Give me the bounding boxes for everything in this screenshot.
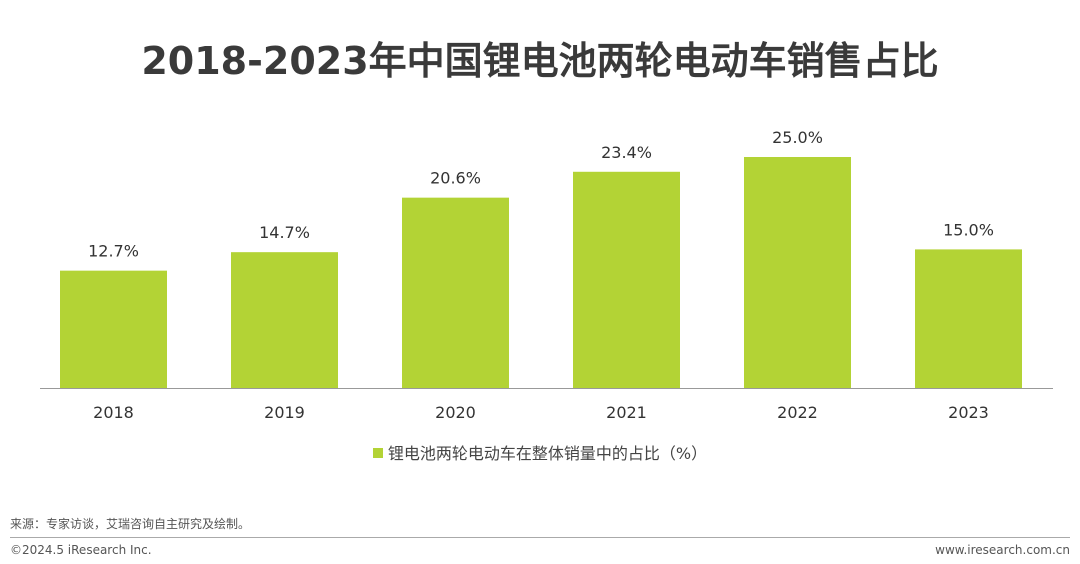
bar-2021	[573, 171, 680, 388]
bar-2022	[744, 157, 851, 388]
x-tick-2023: 2023	[948, 403, 989, 422]
x-tick-2019: 2019	[264, 403, 305, 422]
x-tick-2022: 2022	[777, 403, 818, 422]
source-note: 来源：专家访谈，艾瑞咨询自主研究及绘制。	[10, 517, 251, 531]
copyright: ©2024.5 iResearch Inc.	[10, 543, 152, 557]
data-label-2021: 23.4%	[601, 143, 652, 162]
bar-chart: 12.7% 2018 14.7% 2019 20.6% 2020 23.4% 2021 25.0…	[40, 128, 1053, 422]
legend-label: 锂电池两轮电动车在整体销量中的占比（%）	[387, 444, 708, 463]
data-label-2019: 14.7%	[259, 223, 310, 242]
bar-2023	[915, 249, 1022, 388]
x-tick-2020: 2020	[435, 403, 476, 422]
legend-swatch	[372, 448, 383, 458]
footer-divider	[10, 537, 1070, 538]
chart-title: 2018-2023年中国锂电池两轮电动车销售占比	[141, 39, 939, 83]
data-label-2020: 20.6%	[430, 169, 481, 188]
data-label-2022: 25.0%	[772, 128, 823, 147]
bar-2019	[231, 252, 338, 388]
data-label-2018: 12.7%	[88, 242, 139, 261]
x-tick-2021: 2021	[606, 403, 647, 422]
bar-2020	[402, 197, 509, 388]
bar-2018	[60, 270, 167, 388]
website: www.iresearch.com.cn	[935, 543, 1070, 557]
x-tick-2018: 2018	[93, 403, 134, 422]
legend: 锂电池两轮电动车在整体销量中的占比（%）	[0, 440, 1080, 464]
data-label-2023: 15.0%	[943, 220, 994, 239]
